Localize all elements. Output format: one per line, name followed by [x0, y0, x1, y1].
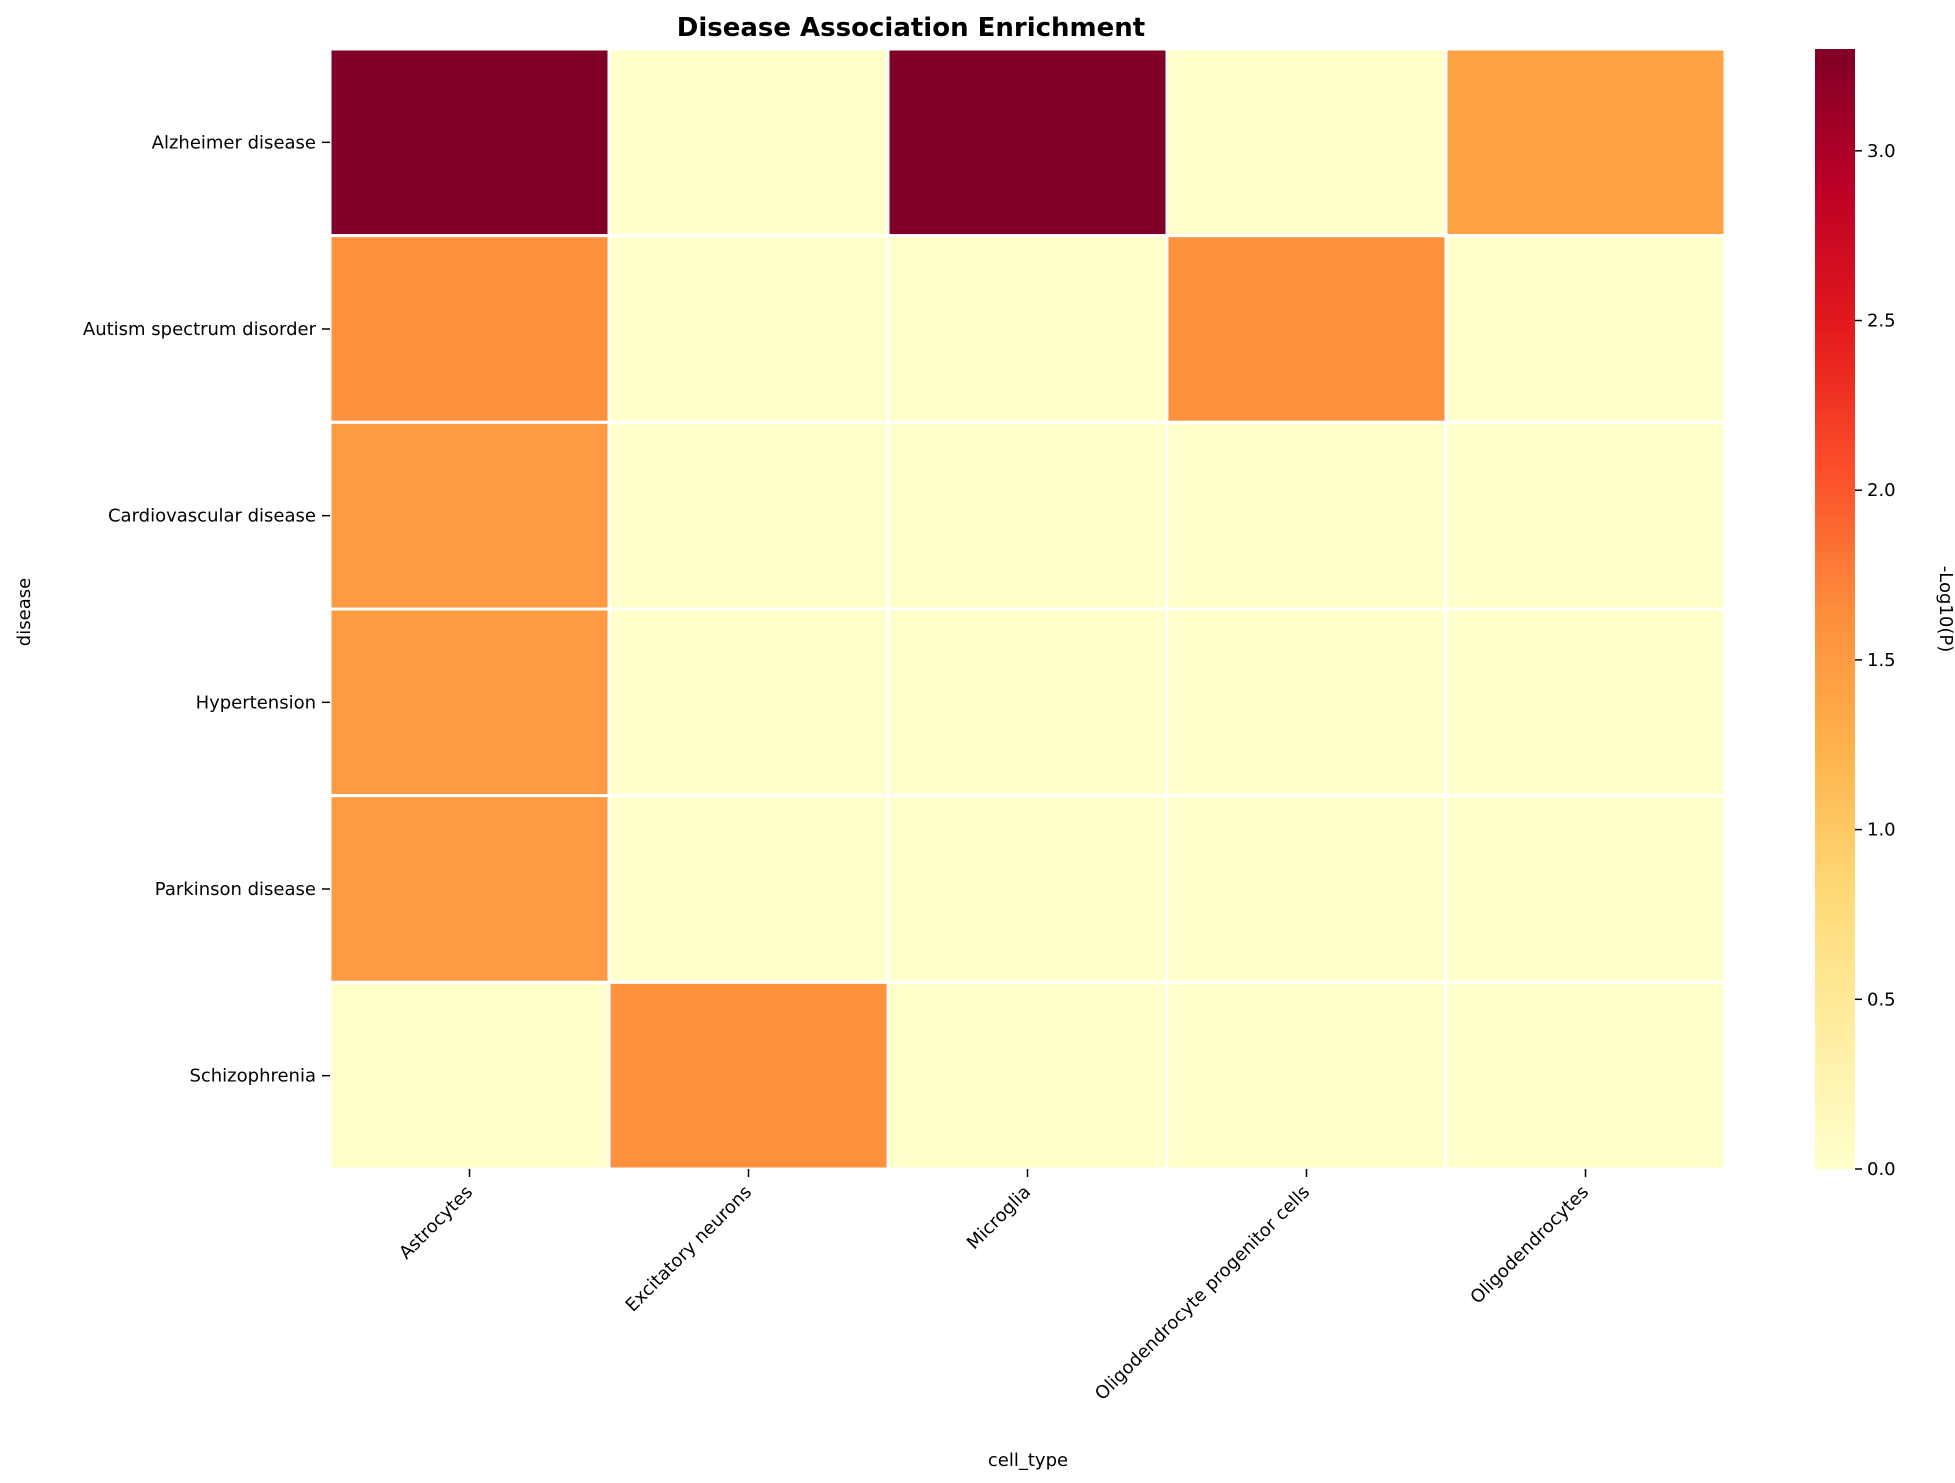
heatmap-cell — [1444, 607, 1727, 798]
heatmap-cell — [607, 420, 890, 611]
heatmap-cell — [1444, 980, 1727, 1171]
y-tick-label: Hypertension — [196, 692, 316, 713]
heatmap-cell — [328, 420, 611, 611]
heatmap-cell — [886, 794, 1169, 984]
colorbar-tick-label: 3.0 — [1867, 141, 1896, 162]
heatmap-cell — [886, 420, 1169, 611]
heatmap-cell — [328, 234, 611, 424]
heatmap-cell — [1165, 47, 1448, 238]
colorbar-ticks: 0.0 0.5 1.0 1.5 2.0 2.5 3.0 — [1855, 141, 1896, 1180]
heatmap-cell — [1165, 420, 1448, 611]
heatmap-cell — [1165, 234, 1448, 424]
colorbar-tick-label: 0.0 — [1867, 1159, 1896, 1180]
y-tick-label: Cardiovascular disease — [108, 506, 316, 527]
chart-title: Disease Association Enrichment — [677, 13, 1145, 43]
heatmap-cell — [607, 980, 890, 1171]
x-axis-label: cell_type — [988, 1450, 1068, 1471]
x-tick-label: Microglia — [963, 1182, 1035, 1254]
heatmap-cell — [607, 234, 890, 424]
y-tick-label: Parkinson disease — [155, 879, 316, 900]
colorbar-tick-label: 2.5 — [1867, 311, 1896, 332]
colorbar-tick-label: 0.5 — [1867, 989, 1896, 1010]
x-axis-ticks: Astrocytes Excitatory neurons Microglia Oli… — [395, 1169, 1593, 1405]
heatmap-cell — [1165, 607, 1448, 798]
heatmap-cell — [1444, 234, 1727, 424]
colorbar-tick-label: 1.0 — [1867, 820, 1896, 841]
y-tick-label: Autism spectrum disorder — [83, 319, 317, 340]
heatmap-cell — [1165, 980, 1448, 1171]
y-tick-label: Alzheimer disease — [152, 132, 316, 153]
heatmap-cell — [1444, 420, 1727, 611]
y-tick-label: Schizophrenia — [189, 1066, 316, 1087]
heatmap-cell — [886, 47, 1169, 238]
heatmap-cell — [886, 234, 1169, 424]
heatmap-cell — [1444, 794, 1727, 984]
colorbar — [1815, 49, 1855, 1169]
x-tick-label: Astrocytes — [395, 1182, 477, 1264]
colorbar-label: -Log10(P) — [1935, 566, 1955, 652]
colorbar-tick-label: 2.0 — [1867, 480, 1896, 501]
heatmap-cells — [328, 47, 1727, 1171]
x-tick-label: Excitatory neurons — [622, 1182, 757, 1317]
heatmap-cell — [328, 794, 611, 984]
y-axis-ticks: Alzheimer disease Autism spectrum disorde… — [83, 132, 330, 1087]
heatmap-cell — [328, 607, 611, 798]
heatmap-cell — [886, 607, 1169, 798]
heatmap-cell — [328, 980, 611, 1171]
colorbar-tick-label: 1.5 — [1867, 650, 1896, 671]
heatmap-cell — [607, 607, 890, 798]
heatmap-cell — [607, 47, 890, 238]
heatmap-cell — [328, 47, 611, 238]
heatmap-cell — [1165, 794, 1448, 984]
x-tick-label: Oligodendrocytes — [1466, 1182, 1593, 1309]
y-axis-label: disease — [14, 578, 35, 646]
heatmap-cell — [1444, 47, 1727, 238]
heatmap-cell — [607, 794, 890, 984]
heatmap-cell — [886, 980, 1169, 1171]
x-tick-label: Oligodendrocyte progenitor cells — [1091, 1182, 1314, 1405]
